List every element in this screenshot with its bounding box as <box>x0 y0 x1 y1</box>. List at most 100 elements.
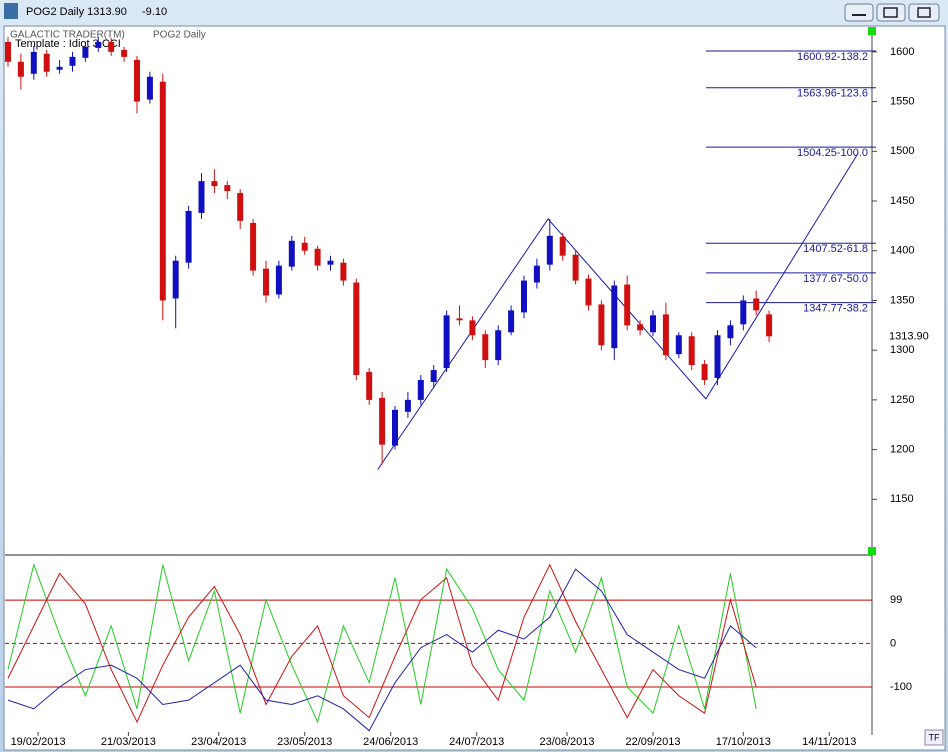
last-price: 1313.90 <box>889 330 929 342</box>
x-tick-label: 24/06/2013 <box>363 736 418 748</box>
x-tick-label: 14/11/2013 <box>802 736 856 748</box>
candle-body <box>533 265 540 283</box>
candle-body <box>263 268 269 296</box>
candle-body <box>727 325 734 339</box>
x-tick-label: 23/05/2013 <box>277 736 332 748</box>
candle-body <box>327 260 334 265</box>
x-tick-label: 24/07/2013 <box>449 736 504 748</box>
y-tick-label: 1500 <box>890 145 914 157</box>
y-tick-label: 1200 <box>890 444 914 456</box>
candle-body <box>701 364 708 380</box>
candle-body <box>211 181 218 187</box>
candle-body <box>624 284 631 326</box>
candle-body <box>508 310 515 333</box>
y-tick-label: 1250 <box>890 394 914 406</box>
fib-label: 1563.96-123.6 <box>797 88 868 100</box>
osc-line <box>7 568 757 732</box>
osc-line <box>7 563 757 724</box>
candle-body <box>121 49 128 57</box>
candle-body <box>598 304 605 346</box>
x-tick-label: 17/10/2013 <box>716 736 771 748</box>
candle-body <box>585 278 592 306</box>
template: Template : Idiot 3 CCI <box>15 38 121 50</box>
candle-body <box>675 335 682 355</box>
corner-marker <box>868 27 876 35</box>
x-tick-label: 19/02/2013 <box>11 736 66 748</box>
chart-area <box>3 25 946 751</box>
candle-body <box>443 315 450 369</box>
candle-body <box>237 193 244 221</box>
minimize-button[interactable] <box>844 3 874 22</box>
candle-body <box>404 399 411 412</box>
candle-body <box>456 318 463 321</box>
candle-body <box>688 336 695 366</box>
candle-body <box>392 409 398 446</box>
fib-label: 1600.92-138.2 <box>797 51 868 63</box>
candle-body <box>224 185 231 192</box>
candle-body <box>134 59 140 102</box>
fib-label: 1407.52-61.8 <box>803 243 868 255</box>
candle-body <box>69 56 76 66</box>
candle-body <box>469 320 476 336</box>
app-icon <box>4 3 18 19</box>
window-title: POG2 Daily 1313.90 <box>26 6 127 18</box>
candle-body <box>662 314 669 356</box>
candle-body <box>17 61 24 77</box>
maximize-button[interactable] <box>876 3 906 22</box>
candle-body <box>353 282 360 376</box>
y-tick-label: -100 <box>890 681 912 693</box>
candle-body <box>611 285 618 349</box>
candle-body <box>521 280 527 313</box>
y-tick-label: 1550 <box>890 95 914 107</box>
fib-label: 1347.77-38.2 <box>803 303 868 315</box>
candle-body <box>146 76 153 100</box>
candle-body <box>198 181 205 213</box>
x-tick-label: 23/04/2013 <box>191 736 246 748</box>
candle-body <box>159 81 166 301</box>
candle-body <box>559 236 566 256</box>
candle-body <box>82 46 89 58</box>
candle-body <box>43 53 50 72</box>
y-tick-label: 1400 <box>890 245 914 257</box>
candle-body <box>379 397 386 445</box>
candle-body <box>288 240 295 267</box>
y-tick-label: 1450 <box>890 195 914 207</box>
candle-body <box>95 41 102 48</box>
y-tick-label: 1350 <box>890 294 914 306</box>
candle-body <box>766 314 773 337</box>
candle-body <box>650 315 656 333</box>
tf-button[interactable] <box>924 729 944 746</box>
candle-body <box>572 254 579 281</box>
brand: GALACTIC TRADER(TM) <box>10 30 125 41</box>
candle-body <box>275 265 282 295</box>
x-tick-label: 23/08/2013 <box>539 736 594 748</box>
candle-body <box>108 41 115 52</box>
window-change: -9.10 <box>142 6 167 18</box>
corner-marker <box>868 547 876 555</box>
candle-body <box>56 66 63 70</box>
candle-body <box>314 248 321 266</box>
candle-body <box>714 335 721 379</box>
candle-body <box>301 242 308 251</box>
y-tick-label: 1600 <box>890 46 914 58</box>
candle-body <box>30 51 37 74</box>
candle-body <box>740 300 747 325</box>
x-tick-label: 22/09/2013 <box>625 736 680 748</box>
y-tick-label: 99 <box>890 594 902 606</box>
tf-label[interactable]: TF <box>929 732 940 742</box>
candle-body <box>495 330 502 361</box>
fib-label: 1377.67-50.0 <box>803 273 868 285</box>
close-button[interactable] <box>908 3 940 22</box>
candle-body <box>753 298 760 311</box>
y-tick-label: 1150 <box>890 493 914 505</box>
candle-body <box>340 262 347 281</box>
candle-body <box>482 334 489 361</box>
candle-body <box>417 379 424 400</box>
candle-body <box>172 260 179 299</box>
y-tick-label: 1300 <box>890 344 914 356</box>
candle-body <box>546 235 553 265</box>
x-tick-label: 21/03/2013 <box>101 736 156 748</box>
candle-body <box>366 372 373 400</box>
